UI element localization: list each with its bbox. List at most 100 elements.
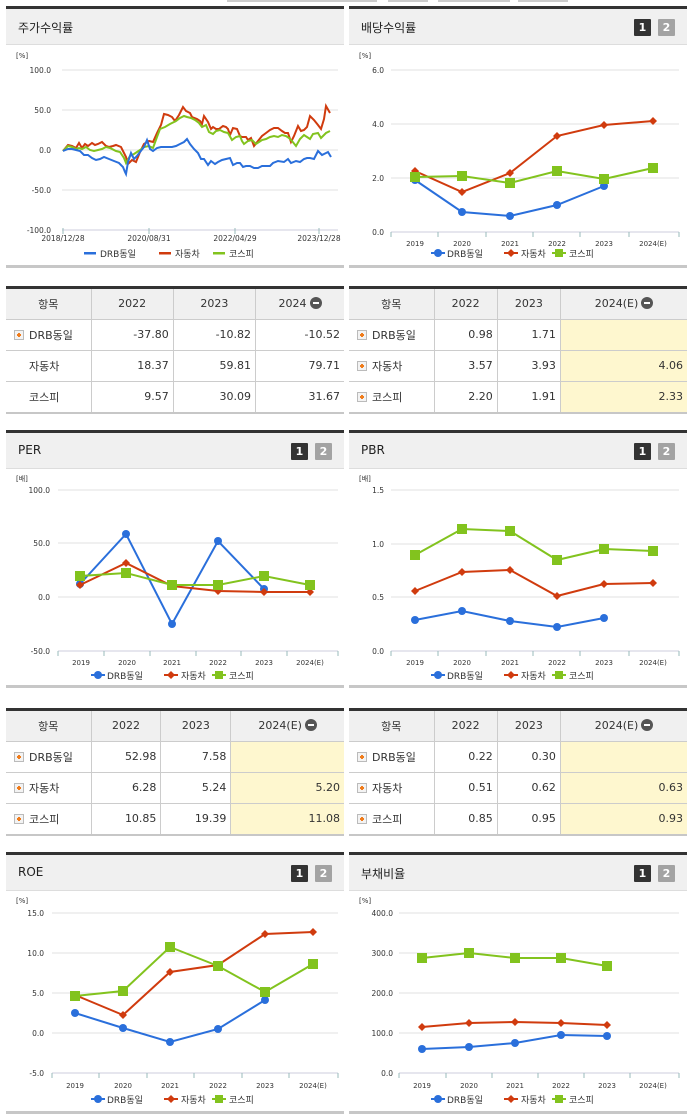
svg-text:1.0: 1.0	[372, 540, 384, 549]
svg-text:2024(E): 2024(E)	[299, 1082, 327, 1090]
svg-text:[배]: [배]	[16, 474, 28, 483]
svg-text:2022: 2022	[548, 659, 566, 667]
page-1-button[interactable]: 1	[634, 443, 651, 460]
svg-text:DRB동일: DRB동일	[107, 671, 143, 682]
svg-text:DRB동일: DRB동일	[447, 1095, 483, 1106]
svg-text:0.5: 0.5	[372, 593, 384, 602]
svg-text:2021: 2021	[501, 659, 519, 667]
legend: DRB동일 자동차 코스피	[91, 1094, 254, 1106]
svg-text:0.0: 0.0	[381, 1069, 393, 1078]
table-row: 자동차 18.37 59.81 79.71	[6, 350, 344, 382]
svg-text:2019: 2019	[413, 1082, 431, 1090]
legend: DRB동일 자동차 코스피	[431, 670, 594, 682]
table-row: 코스피 9.57 30.09 31.67	[6, 381, 344, 412]
svg-text:2020: 2020	[453, 659, 471, 667]
svg-text:2020: 2020	[114, 1082, 132, 1090]
svg-text:0.0: 0.0	[38, 593, 50, 602]
expand-icon[interactable]	[14, 813, 24, 824]
svg-text:200.0: 200.0	[372, 989, 394, 998]
svg-text:4.0: 4.0	[372, 120, 384, 129]
svg-text:2.0: 2.0	[372, 174, 384, 183]
svg-text:DRB동일: DRB동일	[100, 249, 136, 260]
svg-text:2022: 2022	[209, 659, 227, 667]
page-2-button[interactable]: 2	[658, 443, 675, 460]
page-1-button[interactable]: 1	[634, 865, 651, 882]
page-2-button[interactable]: 2	[658, 865, 675, 882]
per-table: 항목 2022 2023 2024(E) DRB동일 52.98 7.58 자동차 6.28…	[6, 708, 344, 836]
svg-text:2021: 2021	[163, 659, 181, 667]
svg-text:2023/12/28: 2023/12/28	[297, 234, 340, 243]
table-row: DRB동일 0.22 0.30	[349, 741, 687, 773]
svg-text:2020: 2020	[453, 240, 471, 248]
svg-text:2019: 2019	[72, 659, 90, 667]
expand-icon[interactable]	[14, 782, 24, 793]
svg-text:코스피: 코스피	[229, 671, 254, 682]
svg-text:6.0: 6.0	[372, 66, 384, 75]
expand-icon[interactable]	[357, 782, 367, 793]
svg-text:2020/08/31: 2020/08/31	[127, 234, 170, 243]
top-tab-strip	[0, 0, 691, 6]
expand-icon[interactable]	[357, 813, 367, 824]
svg-text:2019: 2019	[406, 240, 424, 248]
table-row: 자동차 0.51 0.62 0.63	[349, 772, 687, 804]
panel-title: ROE	[18, 865, 44, 879]
svg-text:300.0: 300.0	[372, 949, 394, 958]
page-1-button[interactable]: 1	[634, 19, 651, 36]
expand-icon[interactable]	[357, 391, 367, 402]
svg-text:2022: 2022	[209, 1082, 227, 1090]
expand-icon[interactable]	[357, 329, 367, 340]
svg-text:2023: 2023	[256, 1082, 274, 1090]
pbr-chart: [배] 1.5 1.0 0.5 0.0 2019 2020 2021 2022 2023 2…	[359, 474, 680, 682]
svg-text:[%]: [%]	[359, 52, 371, 60]
svg-text:2021: 2021	[161, 1082, 179, 1090]
svg-text:자동차: 자동차	[181, 1094, 207, 1106]
roe-chart: [%] 15.0 10.0 5.0 0.0 -5.0 2019 2020 2021 202…	[16, 897, 339, 1106]
svg-text:자동차: 자동차	[181, 670, 207, 682]
collapse-icon[interactable]	[641, 719, 654, 732]
svg-text:2020: 2020	[460, 1082, 478, 1090]
svg-text:[%]: [%]	[16, 897, 28, 905]
table-row: DRB동일 52.98 7.58	[6, 741, 344, 773]
svg-text:-5.0: -5.0	[29, 1069, 44, 1078]
svg-text:코스피: 코스피	[569, 1095, 594, 1106]
expand-icon[interactable]	[14, 329, 24, 340]
panel-title: 부채비율	[361, 867, 406, 881]
table-row: 자동차 6.28 5.24 5.20	[6, 772, 344, 804]
svg-text:0.0: 0.0	[372, 647, 384, 656]
svg-text:자동차: 자동차	[521, 248, 547, 260]
collapse-icon[interactable]	[304, 719, 317, 732]
svg-text:15.0: 15.0	[27, 909, 44, 918]
svg-text:-50.0: -50.0	[32, 186, 52, 195]
page-1-button[interactable]: 1	[291, 865, 308, 882]
collapse-icon[interactable]	[309, 297, 322, 310]
svg-text:2019: 2019	[406, 659, 424, 667]
svg-text:코스피: 코스피	[229, 249, 254, 260]
table-row: 코스피 10.85 19.39 11.08	[6, 803, 344, 834]
svg-text:코스피: 코스피	[569, 671, 594, 682]
expand-icon[interactable]	[357, 360, 367, 371]
panel-title: PBR	[361, 443, 385, 457]
page-2-button[interactable]: 2	[315, 865, 332, 882]
svg-text:0.0: 0.0	[39, 146, 51, 155]
expand-icon[interactable]	[357, 751, 367, 762]
svg-text:2022: 2022	[548, 240, 566, 248]
panel-title: 배당수익률	[361, 21, 417, 35]
page-1-button[interactable]: 1	[291, 443, 308, 460]
table-row: DRB동일 0.98 1.71	[349, 319, 687, 351]
expand-icon[interactable]	[14, 751, 24, 762]
svg-text:[%]: [%]	[16, 52, 28, 60]
pbr-table: 항목 2022 2023 2024(E) DRB동일 0.22 0.30 자동차 0.51 0…	[349, 708, 687, 836]
svg-text:2022: 2022	[552, 1082, 570, 1090]
page-2-button[interactable]: 2	[658, 19, 675, 36]
svg-text:DRB동일: DRB동일	[107, 1095, 143, 1106]
svg-text:DRB동일: DRB동일	[447, 671, 483, 682]
page-2-button[interactable]: 2	[315, 443, 332, 460]
table-row: DRB동일 -37.80 -10.82 -10.52	[6, 319, 344, 351]
svg-text:2018/12/28: 2018/12/28	[41, 234, 84, 243]
collapse-icon[interactable]	[641, 297, 654, 310]
svg-text:[배]: [배]	[359, 474, 371, 483]
svg-text:-50.0: -50.0	[31, 647, 51, 656]
